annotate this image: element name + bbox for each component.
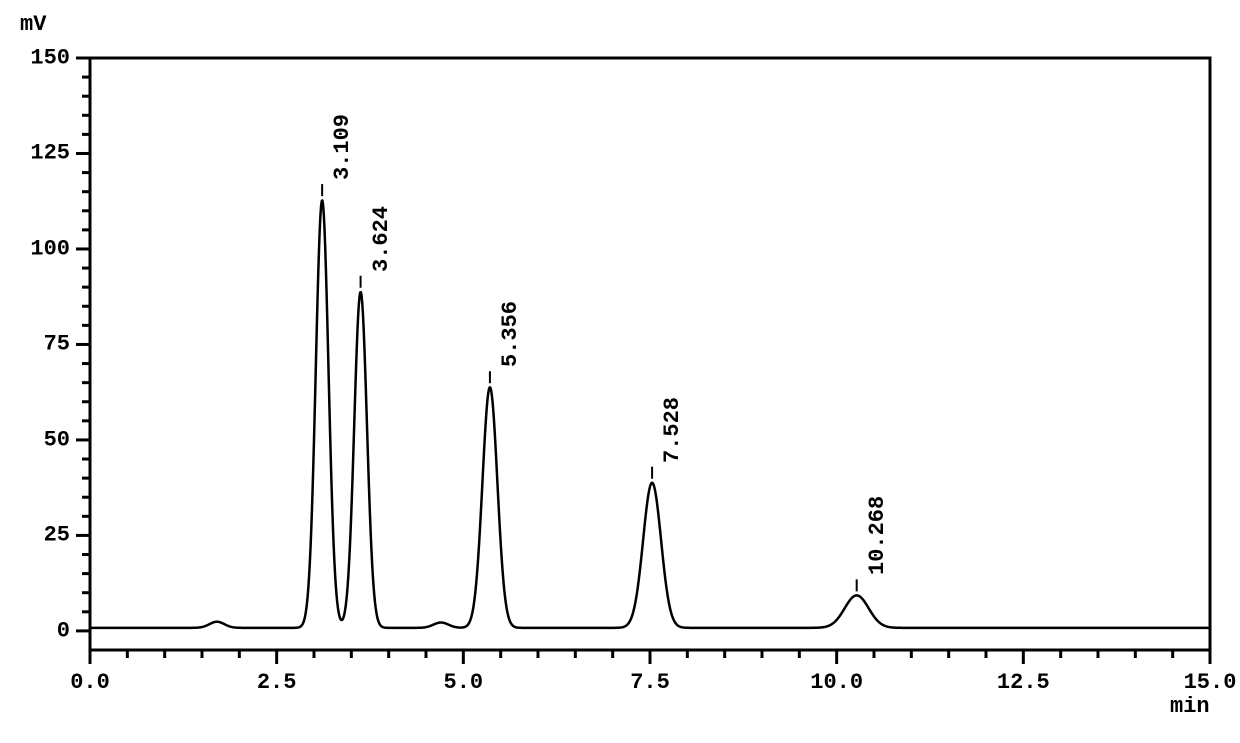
- x-tick-label: 5.0: [444, 670, 484, 695]
- x-tick-label: 12.5: [997, 670, 1050, 695]
- peak-label: 10.268: [865, 496, 890, 575]
- x-tick-label: 2.5: [257, 670, 297, 695]
- peak-label: 7.528: [660, 397, 685, 463]
- peak-label: 5.356: [498, 301, 523, 367]
- peak-label: 3.109: [330, 114, 355, 180]
- y-tick-label: 50: [44, 427, 70, 452]
- peak-label: 3.624: [369, 206, 394, 272]
- x-tick-label: 10.0: [810, 670, 863, 695]
- y-tick-label: 100: [30, 236, 70, 261]
- chromatogram-figure: mV min 0.0 2.5 5.0 7.5 10.0 12.5 15.0 0 25 50 75 10…: [0, 0, 1240, 743]
- plot-svg: [0, 0, 1240, 743]
- x-axis-unit: min: [1170, 694, 1210, 719]
- y-tick-label: 75: [44, 332, 70, 357]
- y-tick-label: 150: [30, 46, 70, 71]
- y-tick-label: 25: [44, 523, 70, 548]
- x-tick-label: 0.0: [70, 670, 110, 695]
- x-tick-label: 7.5: [630, 670, 670, 695]
- x-tick-label: 15.0: [1184, 670, 1237, 695]
- y-tick-label: 0: [57, 618, 70, 643]
- y-tick-label: 125: [30, 141, 70, 166]
- y-axis-unit: mV: [20, 12, 46, 37]
